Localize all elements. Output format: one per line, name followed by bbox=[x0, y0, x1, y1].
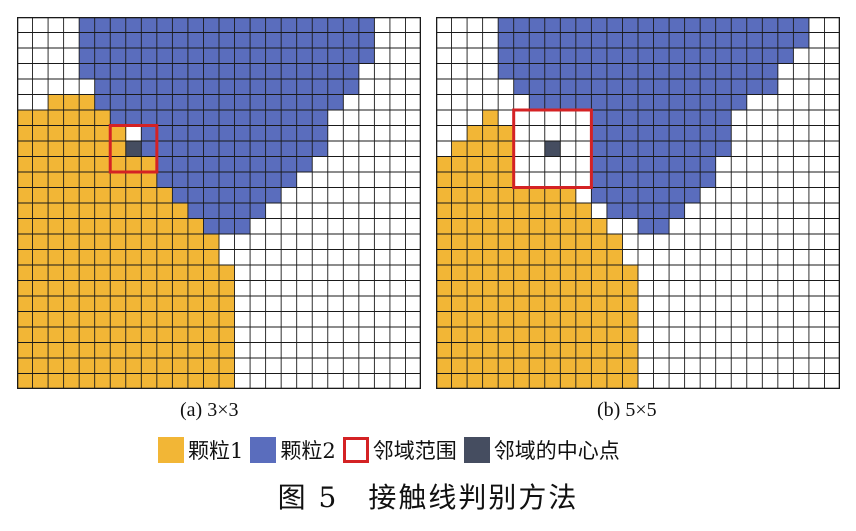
particle1-swatch bbox=[158, 437, 184, 463]
particle2-region bbox=[79, 17, 375, 33]
particle2-region bbox=[94, 79, 360, 95]
neighborhood-center-cell bbox=[544, 141, 561, 157]
neighborhood-swatch bbox=[342, 437, 369, 463]
panel-b-caption: (b) 5×5 bbox=[597, 399, 657, 421]
particle1-region bbox=[17, 125, 127, 142]
particle2-region bbox=[560, 141, 732, 157]
panel-b bbox=[436, 17, 840, 389]
legend-item-particle2: 颗粒2 bbox=[250, 435, 336, 465]
particle2-region bbox=[498, 48, 794, 64]
particle2-region bbox=[187, 203, 266, 219]
particle1-region bbox=[17, 110, 127, 126]
legend-label-particle2: 颗粒2 bbox=[280, 439, 336, 463]
particle1-region bbox=[17, 156, 158, 173]
panel-a-grid bbox=[17, 17, 421, 389]
neighborhood-outline bbox=[512, 108, 593, 189]
neighborhood-center-cell bbox=[125, 141, 142, 157]
particle1-region bbox=[436, 327, 639, 343]
particle2-region bbox=[591, 187, 701, 204]
particle1-region bbox=[17, 234, 220, 250]
panel-a bbox=[17, 17, 421, 389]
legend-label-particle1: 颗粒1 bbox=[188, 439, 244, 463]
neighborhood-outline bbox=[108, 124, 159, 174]
particle1-region bbox=[436, 265, 639, 281]
particle1-region bbox=[48, 94, 95, 111]
legend-item-neighborhood: 邻域范围 bbox=[342, 435, 457, 465]
particle1-region bbox=[436, 218, 608, 235]
figure-caption: 图 5 接触线判别方法 bbox=[277, 481, 579, 514]
legend-label-center: 邻域的中心点 bbox=[493, 439, 620, 463]
particle1-region bbox=[482, 110, 499, 126]
particle1-region bbox=[467, 125, 514, 142]
particle1-region bbox=[436, 280, 639, 297]
particle2-region bbox=[172, 187, 282, 204]
legend: 颗粒1 颗粒2 邻域范围 邻域的中心点 bbox=[158, 436, 627, 464]
particle1-region bbox=[17, 249, 220, 266]
particle2-region bbox=[513, 79, 779, 95]
particle1-region bbox=[436, 358, 639, 374]
legend-label-neighborhood: 邻域范围 bbox=[372, 439, 457, 463]
panel-b-grid bbox=[436, 17, 840, 389]
center-swatch bbox=[463, 437, 490, 463]
particle1-region bbox=[451, 141, 530, 157]
particle1-region bbox=[17, 187, 189, 204]
grid-border bbox=[436, 17, 840, 389]
particle1-region bbox=[436, 373, 639, 389]
particle2-region bbox=[606, 203, 685, 219]
particle1-region bbox=[436, 311, 639, 328]
particle1-region bbox=[436, 187, 577, 204]
particle2-region bbox=[79, 32, 375, 49]
particle2-region bbox=[575, 172, 716, 188]
particle2-swatch bbox=[250, 437, 277, 463]
panel-a-caption: (a) 3×3 bbox=[180, 399, 239, 421]
particle1-region bbox=[436, 296, 639, 312]
particle1-region bbox=[436, 342, 639, 359]
grid-border bbox=[17, 17, 421, 389]
legend-item-center: 邻域的中心点 bbox=[463, 435, 620, 465]
particle2-region bbox=[203, 218, 251, 235]
particle2-region bbox=[79, 48, 375, 64]
particle2-region bbox=[156, 172, 297, 188]
legend-item-particle1: 颗粒1 bbox=[158, 435, 243, 465]
